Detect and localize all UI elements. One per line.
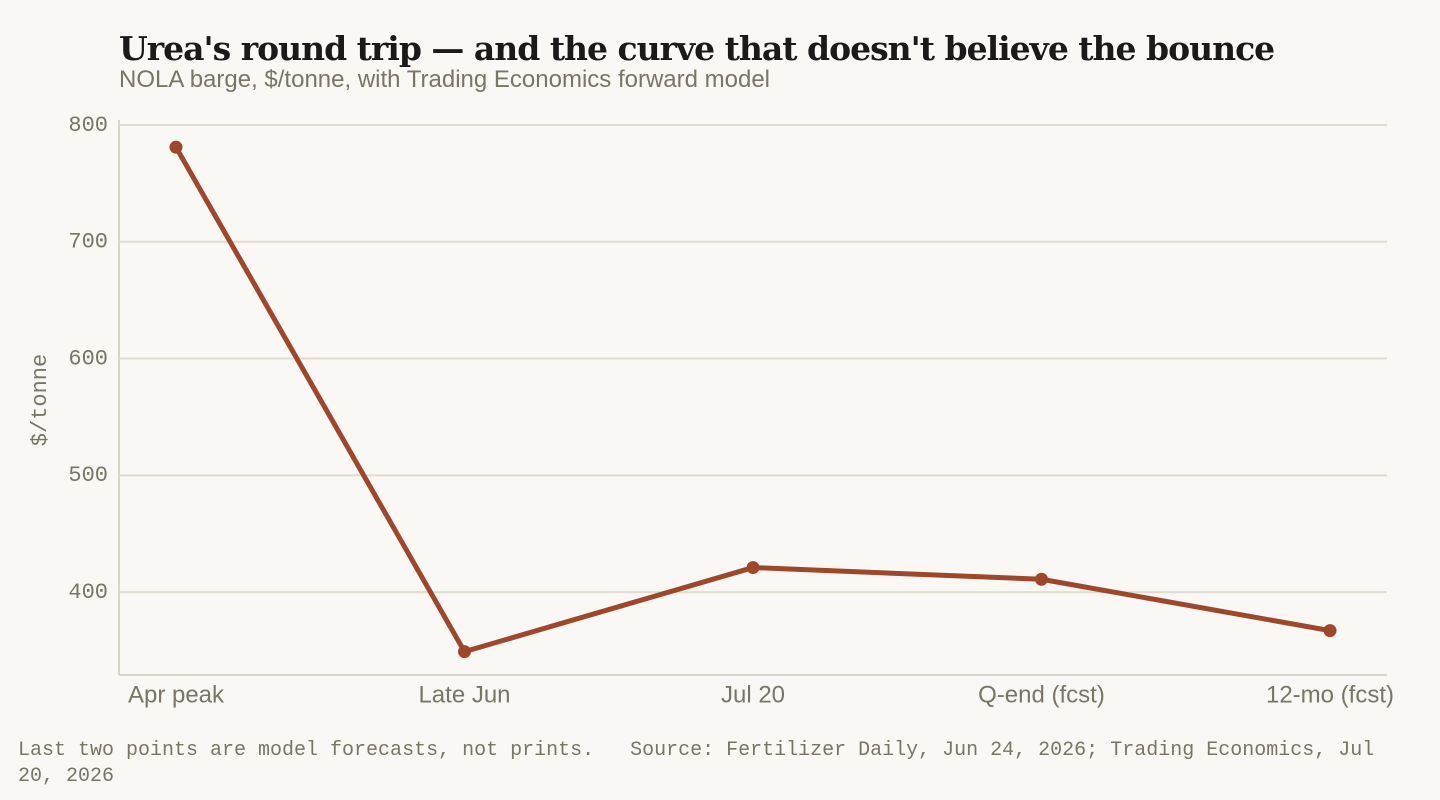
y-tick-label: 800 <box>68 113 108 138</box>
y-tick-label: 700 <box>68 230 108 255</box>
point <box>458 645 471 659</box>
x-tick-label: Q-end (fcst) <box>978 681 1105 708</box>
point <box>1035 572 1048 586</box>
line <box>173 145 1331 655</box>
footer: Last two points are model forecasts, not… <box>18 738 1408 790</box>
y-axis-label: $/tonne <box>28 354 53 446</box>
y-tick-label: 600 <box>68 346 108 371</box>
x-tick-label: Apr peak <box>128 681 225 708</box>
point <box>1323 624 1337 638</box>
chart-title: Urea's round trip — and the curve that d… <box>119 29 1274 68</box>
chart-subtitle: NOLA barge, $/tonne, with Trading Econom… <box>119 66 770 93</box>
x-tick-label: Jul 20 <box>721 681 785 708</box>
source: Source: Fertilizer Daily, Jun 24, 2026; … <box>18 739 1375 788</box>
y-tick-label: 400 <box>68 580 108 605</box>
point <box>746 561 760 575</box>
point <box>169 140 183 154</box>
y-tick-label: 500 <box>68 463 108 488</box>
note: Last two points are model forecasts, not… <box>18 739 595 762</box>
x-tick-label: Late Jun <box>418 681 510 708</box>
x-tick-label: 12-mo (fcst) <box>1266 681 1394 708</box>
